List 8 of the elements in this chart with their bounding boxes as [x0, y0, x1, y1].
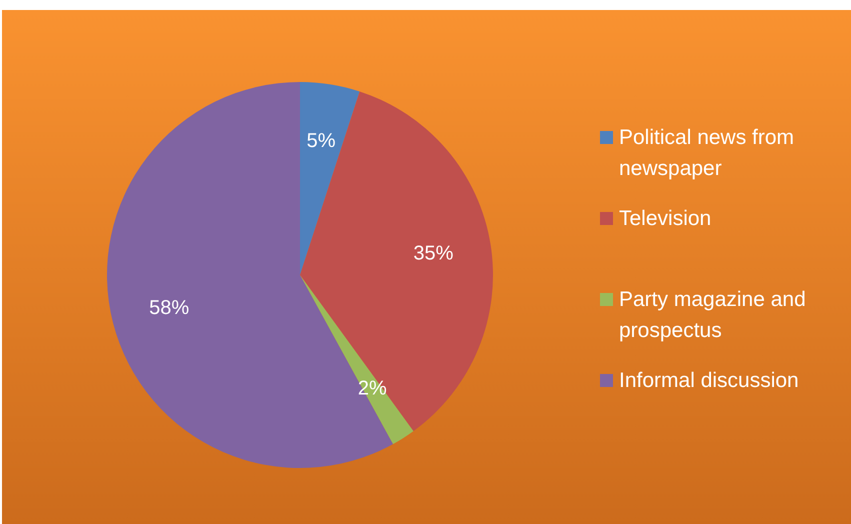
legend-label: Political news from newspaper [619, 125, 796, 182]
legend-label: Television [619, 206, 712, 232]
data-label: 35% [413, 242, 454, 264]
data-label: 5% [306, 130, 336, 152]
data-label: 2% [358, 378, 388, 400]
legend-label: Party magazine and prospectus [619, 287, 807, 344]
legend-label: Informal discussion [619, 368, 799, 394]
data-label: 58% [149, 297, 190, 320]
